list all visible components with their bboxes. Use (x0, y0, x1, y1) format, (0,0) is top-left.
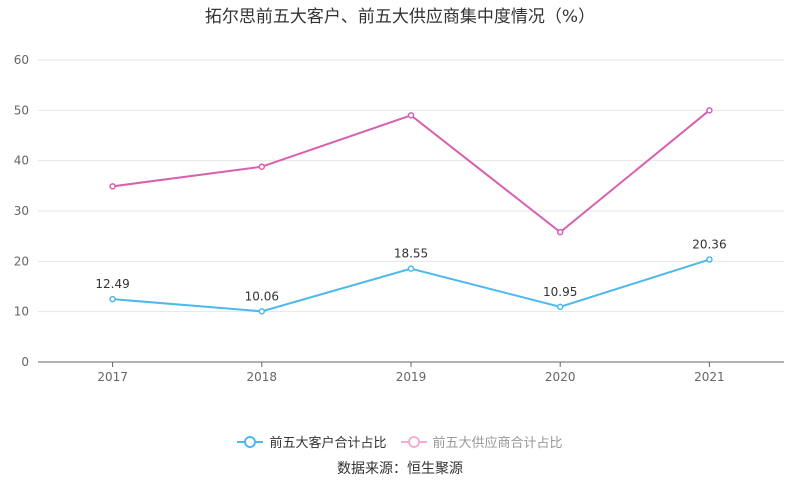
legend-marker-customers (237, 435, 264, 448)
data-point (706, 256, 713, 263)
x-tick-label: 2021 (694, 370, 725, 384)
data-point (109, 295, 116, 303)
y-tick-label: 10 (14, 305, 29, 319)
legend-label-customers: 前五大客户合计占比 (269, 436, 387, 451)
y-tick-label: 0 (21, 355, 29, 369)
data-label: 12.49 (95, 277, 129, 291)
data-point (258, 163, 266, 170)
legend-label-suppliers: 前五大供应商合计占比 (432, 436, 563, 451)
data-source: 数据来源：恒生聚源 (337, 461, 463, 477)
data-point (407, 112, 415, 119)
x-tick-label: 2019 (396, 370, 427, 384)
legend: 前五大客户合计占比 前五大供应商合计占比 (0, 432, 800, 451)
data-point (109, 183, 116, 190)
y-tick-label: 20 (14, 254, 29, 268)
y-tick-label: 50 (14, 103, 29, 117)
line-chart: 0 10 20 30 40 50 60 2017 2018 2019 2020 2021 12.49 10… (14, 53, 784, 384)
data-point (556, 303, 564, 311)
series-line-1 (112, 109, 711, 234)
legend-marker-suppliers (400, 435, 427, 448)
legend-item-suppliers[interactable]: 前五大供应商合计占比 (400, 432, 563, 451)
data-point (258, 308, 266, 315)
data-point (407, 265, 415, 272)
data-label: 18.55 (394, 247, 428, 261)
data-label: 10.06 (245, 289, 279, 303)
y-tick-label: 30 (14, 204, 29, 218)
y-tick-label: 40 (14, 154, 29, 168)
x-tick-label: 2018 (247, 370, 278, 384)
x-tick-label: 2017 (97, 370, 128, 384)
data-point (706, 107, 713, 114)
x-tick-label: 2020 (545, 370, 576, 384)
data-label: 10.95 (543, 285, 577, 299)
legend-item-customers[interactable]: 前五大客户合计占比 (237, 432, 387, 451)
chart-title: 拓尔思前五大客户、前五大供应商集中度情况（%） (204, 7, 596, 27)
y-tick-label: 60 (14, 53, 29, 67)
data-point (556, 228, 564, 236)
data-label: 20.36 (692, 238, 726, 252)
